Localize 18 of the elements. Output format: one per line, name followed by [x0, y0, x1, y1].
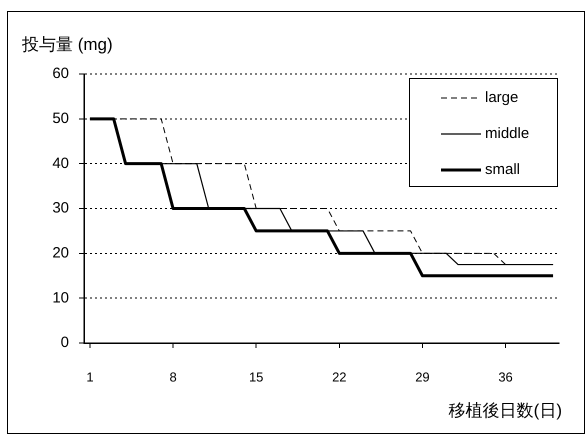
x-tick-label: 29 — [415, 369, 430, 384]
y-tick-label: 40 — [52, 154, 69, 172]
x-tick-label: 22 — [332, 369, 347, 384]
legend-label: small — [485, 161, 520, 178]
y-tick-label: 30 — [52, 200, 69, 217]
y-tick-label: 10 — [52, 289, 69, 306]
y-tick-label: 50 — [52, 110, 69, 127]
x-tick-label: 8 — [169, 369, 177, 384]
legend-label: middle — [485, 125, 530, 142]
y-axis-title: 投与量 (mg) — [21, 35, 113, 54]
y-tick-label: 20 — [52, 244, 69, 262]
x-tick-label: 36 — [498, 369, 513, 384]
y-tick-label: 0 — [60, 334, 69, 352]
y-tick-label: 60 — [52, 65, 69, 82]
legend-label: large — [485, 89, 518, 106]
x-tick-label: 15 — [248, 369, 264, 384]
x-axis-title: 移植後日数(日) — [448, 401, 562, 420]
x-tick-label: 1 — [86, 369, 94, 384]
